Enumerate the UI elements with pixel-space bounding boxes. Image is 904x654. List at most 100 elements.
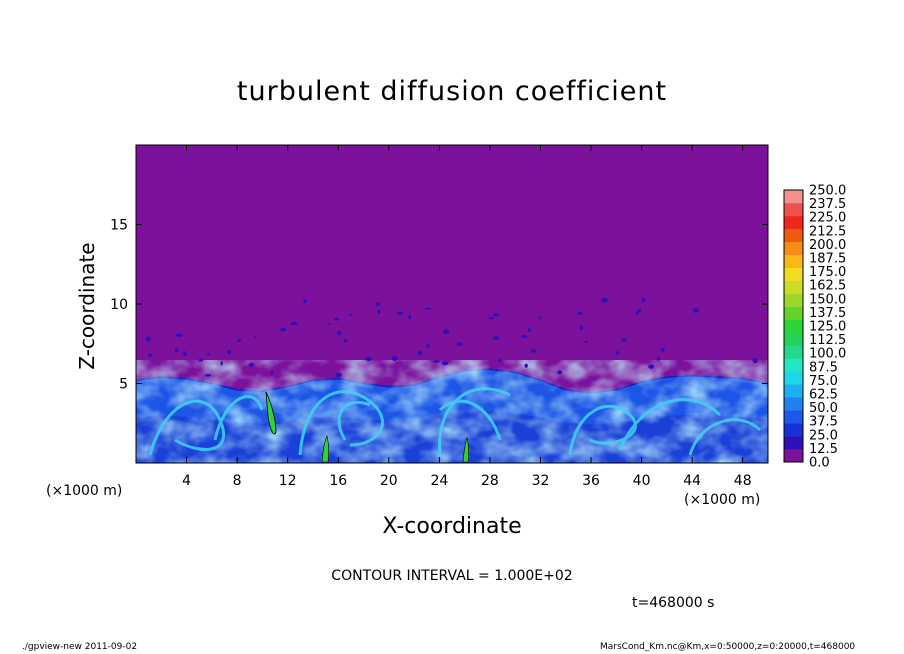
- blob: [280, 327, 287, 332]
- eddy-swirls: [148, 387, 762, 456]
- colorbar-segment: [784, 332, 803, 346]
- colorbar-label: 237.5: [809, 197, 846, 212]
- blob: [237, 338, 241, 343]
- blob: [303, 299, 307, 304]
- colorbar-label: 50.0: [809, 401, 838, 416]
- blob: [656, 356, 660, 361]
- footer-program-date: ./gpview-new 2011-09-02: [22, 642, 138, 652]
- blob: [198, 358, 204, 362]
- blob: [220, 361, 223, 366]
- blob: [205, 373, 212, 377]
- colorbar-segment: [784, 190, 803, 204]
- blob: [752, 358, 758, 364]
- x-axis: 4 8 12 16 20 24 28 32 36 40 44 48: [182, 145, 752, 489]
- colorbar-segment: [784, 449, 803, 463]
- blob: [492, 313, 500, 317]
- x-tick-label: 4: [182, 473, 191, 489]
- blob: [524, 363, 528, 368]
- blob: [270, 370, 274, 375]
- blob: [336, 330, 342, 336]
- blob: [443, 329, 450, 335]
- colorbar-segment: [784, 202, 803, 217]
- colorbar-segment: [784, 280, 803, 294]
- blob: [641, 297, 646, 302]
- colorbar-segment: [784, 215, 803, 230]
- colorbar-segment: [784, 397, 803, 411]
- blob: [334, 318, 340, 321]
- blob: [660, 347, 665, 353]
- colorbar-label: 112.5: [809, 333, 846, 348]
- colorbar-segment: [784, 358, 803, 372]
- colorbar-label: 162.5: [809, 279, 846, 294]
- blob: [374, 302, 381, 306]
- scattered-blobs: [145, 297, 758, 377]
- colorbar-label: 175.0: [809, 265, 846, 280]
- colorbar-label: 225.0: [809, 211, 846, 226]
- colorbar-label: 37.5: [809, 415, 838, 430]
- blob: [638, 308, 642, 313]
- blob: [488, 317, 494, 320]
- blob: [174, 348, 179, 353]
- blob: [493, 336, 500, 340]
- turbulence-texture: [136, 360, 768, 463]
- colorbar-segment: [784, 436, 803, 450]
- colorbar-frame: [783, 189, 804, 463]
- colorbar-label: 0.0: [809, 456, 830, 471]
- x-tick-label: 24: [430, 473, 448, 489]
- y-axis: 5 10 15: [110, 218, 768, 393]
- blob: [635, 310, 639, 316]
- blob: [207, 353, 210, 356]
- blob: [397, 311, 404, 315]
- blob: [343, 338, 348, 343]
- blob: [615, 351, 620, 355]
- blob: [456, 342, 463, 346]
- high-value-patch-2: [321, 435, 329, 463]
- blob: [527, 327, 531, 332]
- high-value-patch-1: [265, 391, 277, 435]
- colorbar-segment: [784, 306, 803, 320]
- colorbar-label: 212.5: [809, 224, 846, 239]
- footer-data-source: MarsCond_Km.nc@Km,x=0:50000,z=0:20000,t=…: [600, 642, 856, 652]
- blob: [335, 372, 342, 377]
- y-axis-label: Z-coordinate: [75, 242, 99, 370]
- blob: [577, 312, 584, 315]
- time-label: t=468000 s: [632, 595, 715, 611]
- colorbar-label: 125.0: [809, 320, 846, 335]
- colorbar-label: 150.0: [809, 292, 846, 307]
- y-tick-label: 5: [119, 377, 128, 393]
- chart-title: turbulent diffusion coefficient: [236, 76, 668, 107]
- blob: [425, 307, 432, 310]
- colorbar-segment: [784, 423, 803, 437]
- colorbar-label: 187.5: [809, 252, 846, 267]
- blob: [148, 353, 153, 358]
- colorbar-segment: [784, 267, 803, 281]
- blob: [441, 361, 449, 366]
- blob: [290, 321, 298, 326]
- blob: [433, 360, 440, 363]
- blob: [580, 325, 584, 331]
- blob: [365, 356, 372, 362]
- colorbar-segment: [784, 371, 803, 385]
- blob: [349, 313, 353, 316]
- x-tick-label: 20: [380, 473, 398, 489]
- colorbar-segment: [784, 293, 803, 307]
- colorbar-label: 200.0: [809, 238, 846, 253]
- x-tick-label: 36: [582, 473, 600, 489]
- blob: [648, 364, 655, 369]
- blob: [226, 349, 231, 355]
- colorbar-label: 75.0: [809, 374, 838, 389]
- blob: [498, 358, 502, 363]
- colorbar-label: 250.0: [809, 184, 846, 199]
- blob: [521, 335, 528, 338]
- blob: [254, 335, 257, 338]
- colorbar-label: 25.0: [809, 428, 838, 443]
- x-tick-label: 16: [329, 473, 347, 489]
- colorbar-segment: [784, 319, 803, 333]
- x-tick-label: 32: [532, 473, 550, 489]
- x-tick-label: 40: [633, 473, 651, 489]
- x-axis-label: X-coordinate: [382, 514, 522, 539]
- x-tick-label: 28: [481, 473, 499, 489]
- colorbar-segment: [784, 228, 803, 243]
- blob: [408, 314, 412, 320]
